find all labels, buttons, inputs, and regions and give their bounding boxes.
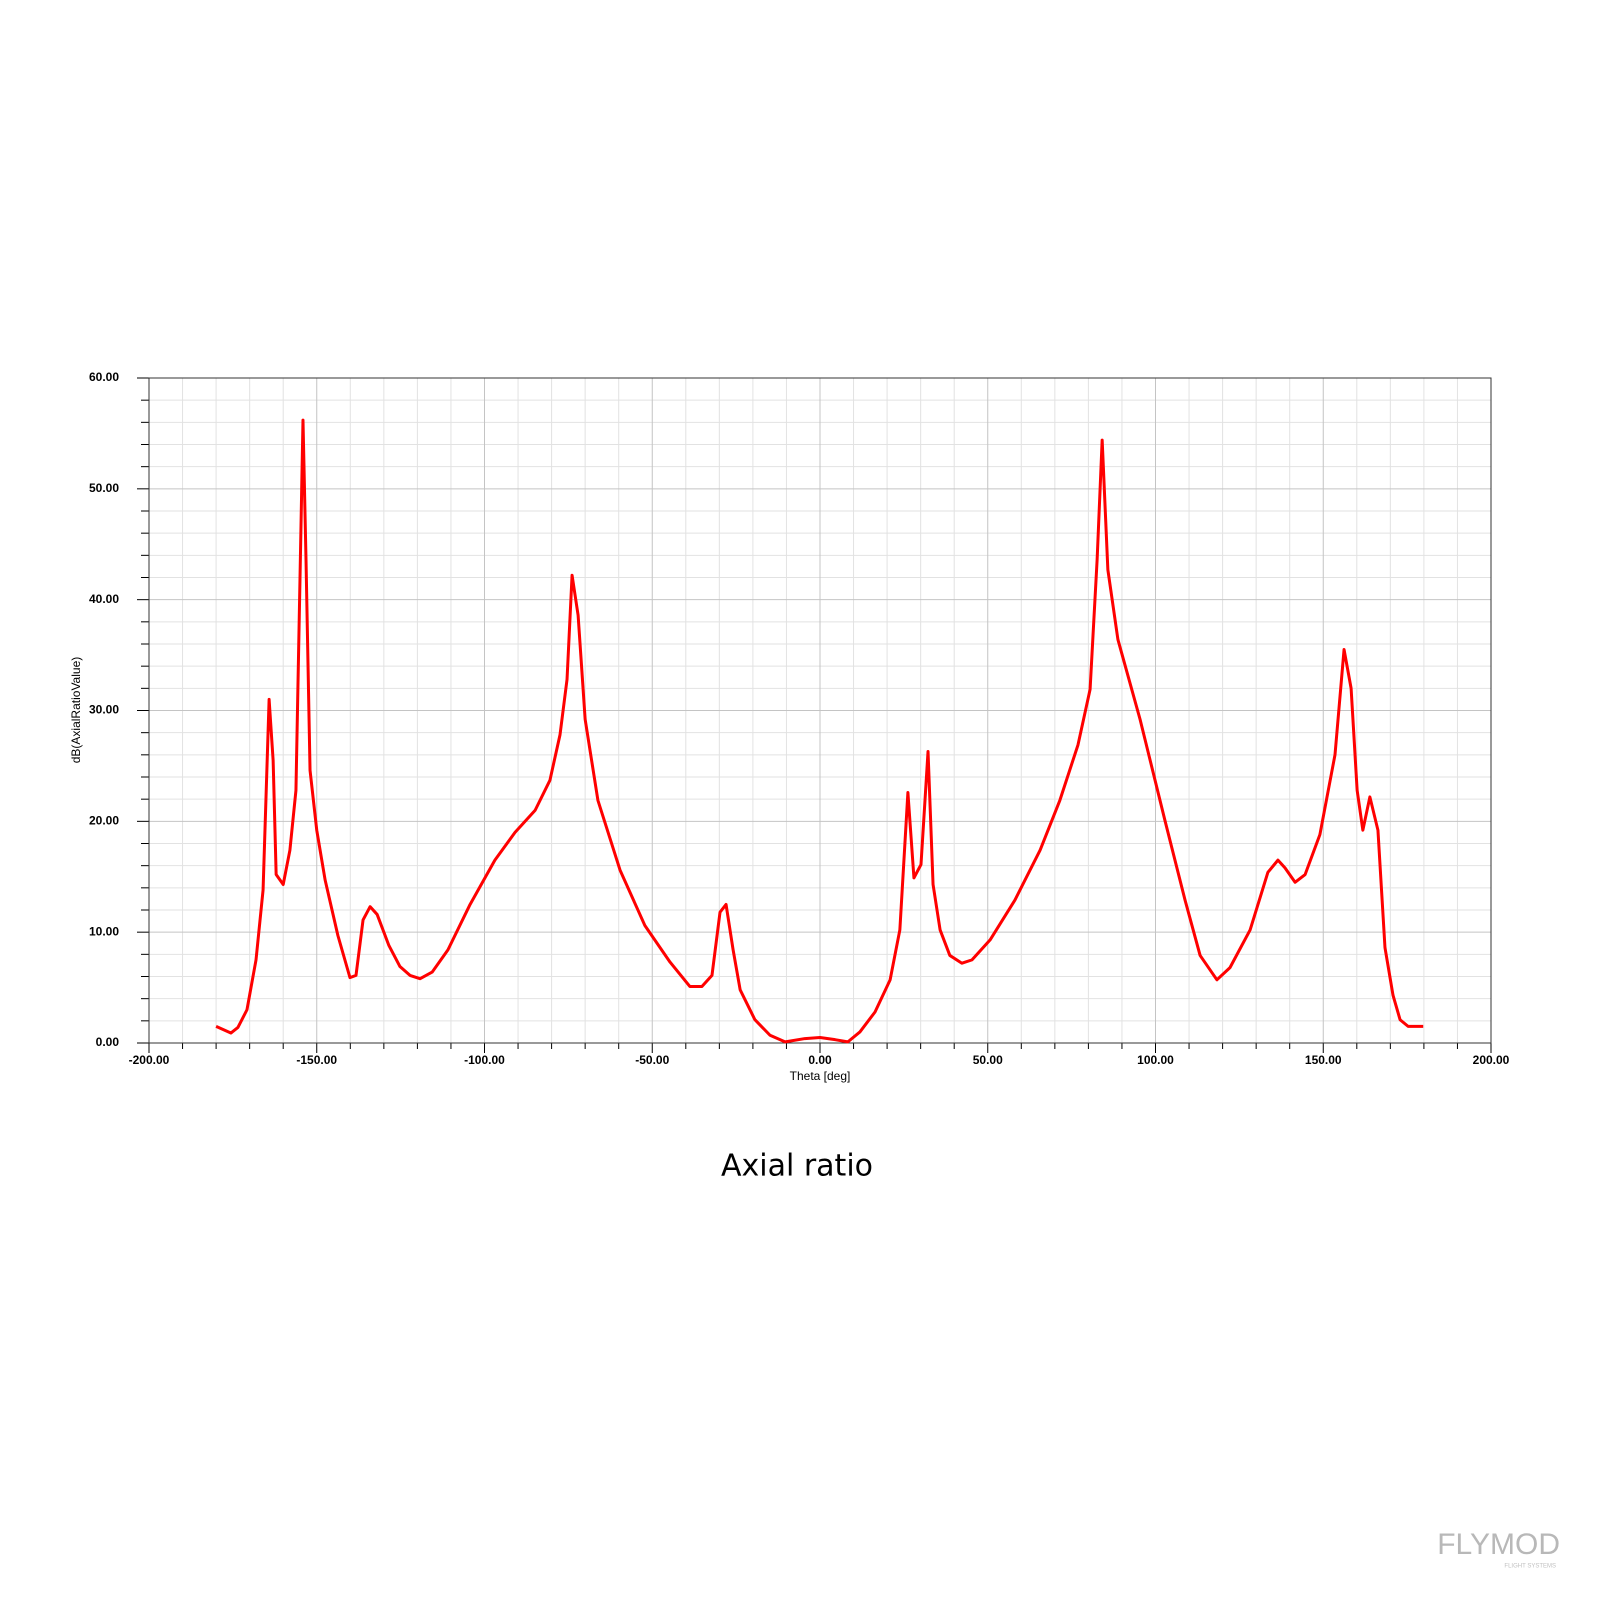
y-axis-label: dB(AxialRatioValue) [69,657,83,764]
x-tick-label: -200.00 [129,1053,170,1067]
x-tick-label: 150.00 [1305,1053,1342,1067]
x-tick-label: 200.00 [1473,1053,1510,1067]
y-tick-label: 10.00 [89,924,119,938]
y-tick-label: 0.00 [96,1035,120,1049]
y-tick-label: 30.00 [89,703,119,717]
x-tick-label: 100.00 [1137,1053,1174,1067]
plot-frame [148,377,1492,1044]
x-tick-label: -50.00 [635,1053,669,1067]
x-tick-label: 50.00 [973,1053,1003,1067]
y-tick-label: 20.00 [89,814,119,828]
watermark: FLYMOD [1437,1528,1560,1561]
x-tick-label: -150.00 [296,1053,337,1067]
data-line [215,418,1424,1044]
x-axis-label: Theta [deg] [790,1069,851,1083]
watermark-subtitle: FLIGHT SYSTEMS [1504,1564,1556,1570]
caption: Axial ratio [721,1149,873,1184]
x-tick-label: -100.00 [464,1053,505,1067]
y-tick-label: 50.00 [89,481,119,495]
y-tick-label: 40.00 [89,592,119,606]
x-tick-label: 0.00 [808,1053,832,1067]
y-tick-label: 60.00 [89,370,119,384]
